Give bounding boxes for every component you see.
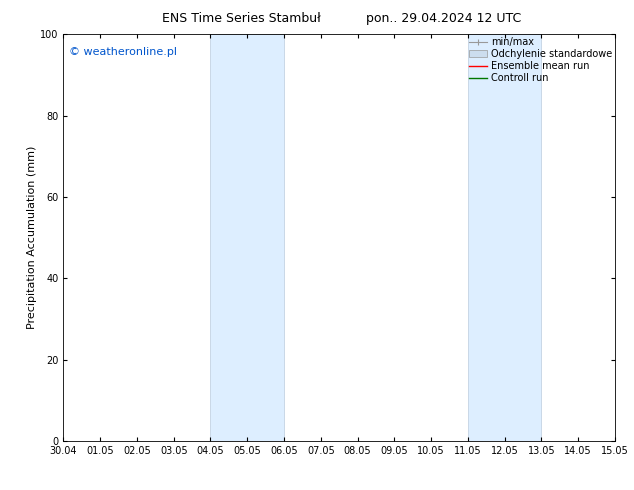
Y-axis label: Precipitation Accumulation (mm): Precipitation Accumulation (mm) — [27, 146, 37, 329]
Legend: min/max, Odchylenie standardowe, Ensemble mean run, Controll run: min/max, Odchylenie standardowe, Ensembl… — [467, 35, 614, 85]
Text: © weatheronline.pl: © weatheronline.pl — [69, 47, 177, 56]
Bar — [210, 34, 284, 441]
Text: ENS Time Series Stambuł: ENS Time Series Stambuł — [162, 12, 320, 25]
Bar — [468, 34, 541, 441]
Text: pon.. 29.04.2024 12 UTC: pon.. 29.04.2024 12 UTC — [366, 12, 521, 25]
